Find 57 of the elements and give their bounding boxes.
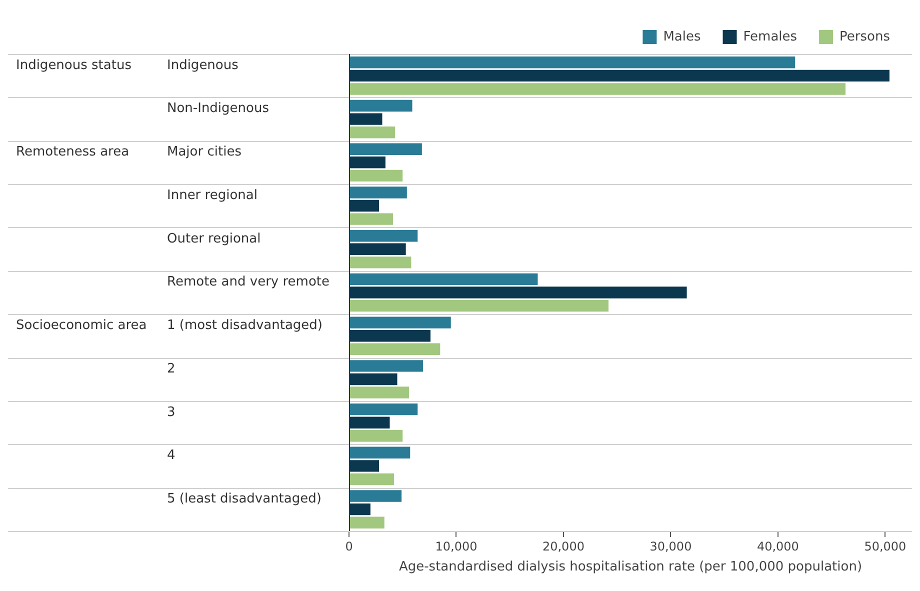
bar (350, 143, 422, 155)
bar (350, 460, 380, 472)
bar (350, 386, 410, 398)
bar (350, 300, 609, 312)
bar (350, 373, 398, 386)
bar (350, 70, 890, 82)
bar (350, 343, 440, 356)
bar (350, 126, 396, 138)
y-tick-label: Indigenous (167, 58, 239, 73)
bar (350, 256, 412, 268)
bar (350, 200, 380, 212)
x-axis-title: Age-standardised dialysis hospitalisation rate (per 100,000 population) (398, 560, 862, 575)
bar (350, 430, 403, 442)
x-tick-label: 50,000 (864, 539, 906, 554)
y-tick-label: 3 (167, 404, 176, 420)
x-tick-label: 30,000 (650, 539, 692, 554)
x-tick-label: 40,000 (756, 539, 799, 554)
bar (350, 230, 418, 242)
bar (350, 490, 402, 502)
y-tick-label: Inner regional (167, 188, 258, 203)
bar (350, 286, 687, 298)
x-tick-label: 10,000 (435, 539, 478, 554)
legend-label: Males (663, 29, 701, 44)
legend-label: Females (743, 29, 798, 44)
bar (350, 503, 370, 516)
x-tick-label: 20,000 (542, 539, 584, 554)
text: Socioeconomic area (16, 318, 147, 334)
bar (350, 113, 382, 125)
legend-label: Persons (840, 29, 890, 44)
bar (350, 473, 394, 486)
y-tick-label: 2 (167, 361, 176, 376)
y-tick-label: Remote and very remote (167, 274, 330, 290)
y-tick-label: Major cities (167, 144, 242, 160)
text: Indigenous status (16, 58, 132, 73)
bar (350, 213, 393, 225)
bar (350, 156, 386, 168)
x-tick-label: 0 (345, 539, 353, 554)
bar (350, 56, 796, 68)
bar (350, 243, 406, 255)
bar (350, 186, 407, 198)
bar (350, 170, 403, 182)
bar (350, 330, 430, 342)
bar (350, 403, 418, 416)
y-tick-label: 4 (167, 448, 176, 464)
bar (350, 516, 384, 528)
bar (350, 416, 390, 428)
bar (350, 83, 846, 95)
text: Remoteness area (16, 144, 130, 160)
bar (350, 446, 410, 459)
y-tick-label: Outer regional (167, 231, 261, 246)
bar (350, 316, 451, 328)
bar (350, 273, 538, 286)
y-tick-label: 5 (least disadvantaged) (167, 492, 322, 507)
y-tick-label: Non-Indigenous (167, 101, 270, 116)
bar (350, 360, 423, 372)
bar (350, 100, 412, 112)
y-tick-label: 1 (most disadvantaged) (167, 318, 322, 334)
